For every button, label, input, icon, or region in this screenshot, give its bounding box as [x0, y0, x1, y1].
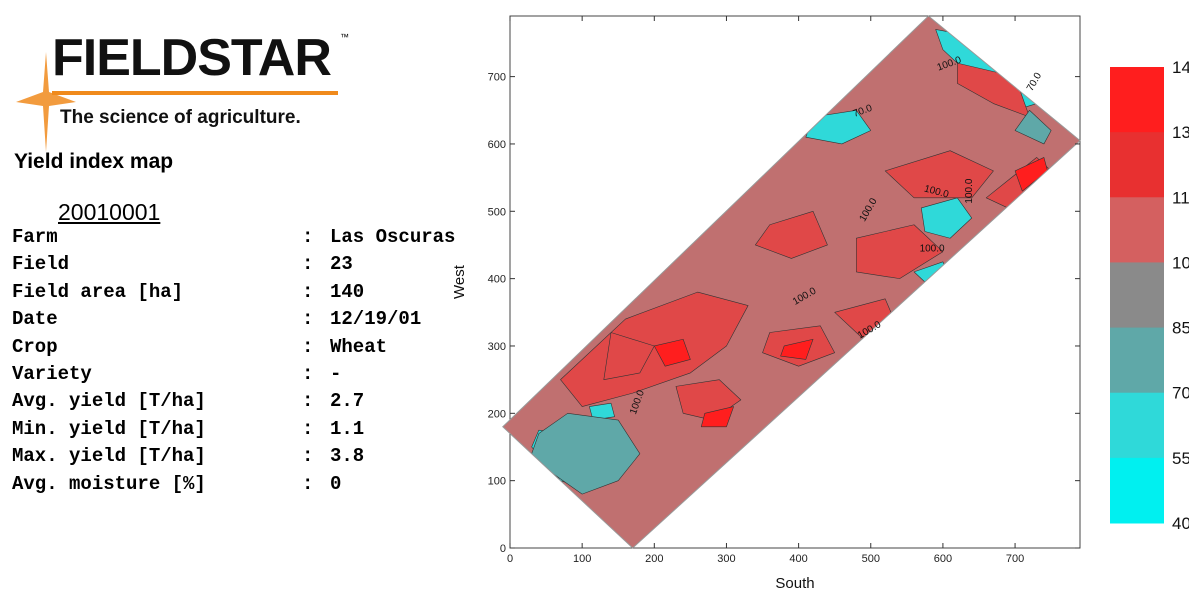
y-tick-label: 500: [488, 206, 506, 218]
field-boundary: [502, 15, 1081, 549]
info-row: Crop: Wheat: [12, 334, 455, 361]
info-row: Min. yield [T/ha]:1.1: [12, 416, 455, 443]
y-tick-label: 400: [488, 274, 506, 286]
yield-zone-peak: [700, 406, 734, 428]
info-label: Min. yield [T/ha]: [12, 417, 206, 440]
legend-swatch: [1110, 392, 1164, 459]
brand-name: FIELDSTAR: [52, 29, 332, 87]
x-tick-label: 200: [645, 553, 663, 565]
info-row: Variety: -: [12, 361, 455, 388]
y-tick-label: 700: [488, 72, 506, 84]
star-burst-icon: [16, 52, 76, 152]
yield-base-zone: [502, 16, 1080, 548]
legend-label: 145: [1172, 58, 1189, 77]
legend-swatch: [1110, 197, 1164, 263]
info-row: Date:12/19/01: [12, 306, 455, 333]
info-row: Avg. yield [T/ha]:2.7: [12, 388, 455, 415]
info-separator: :: [302, 390, 314, 413]
field-info-list: Farm: Las Oscuras Field:23 Field area [ha]:…: [12, 224, 455, 498]
info-separator: :: [302, 472, 314, 495]
info-value: -: [330, 362, 342, 385]
legend-label: 55: [1172, 449, 1189, 468]
yield-zone-low: [1014, 109, 1052, 145]
y-tick-label: 300: [488, 341, 506, 353]
info-label: Max. yield [T/ha]: [12, 445, 206, 468]
map-title: Yield index map: [14, 150, 174, 173]
x-tick-label: 100: [573, 553, 591, 565]
yield-zone-lowest: [589, 402, 615, 421]
info-value: Wheat: [330, 335, 388, 358]
info-separator: :: [302, 280, 314, 303]
legend-swatch: [1110, 262, 1164, 329]
yield-zone-high: [603, 332, 655, 380]
info-separator: :: [302, 226, 314, 248]
fieldstar-logo: FIELDSTAR ™ The science of agriculture.: [8, 14, 358, 152]
info-label: Crop: [12, 335, 58, 358]
trademark-mark: ™: [340, 32, 349, 42]
yield-zone-high: [856, 224, 944, 279]
info-separator: :: [302, 445, 314, 468]
info-value: 140: [330, 280, 365, 303]
info-row: Farm: Las Oscuras: [12, 224, 455, 251]
y-tick-label: 100: [488, 476, 506, 488]
brand-rule: [52, 91, 338, 95]
record-id: 20010001: [58, 199, 161, 225]
yield-zone-lowest: [920, 197, 973, 239]
brand-tagline: The science of agriculture.: [60, 107, 301, 128]
info-separator: :: [302, 362, 314, 385]
info-value: 1.1: [330, 417, 365, 440]
info-separator: :: [302, 308, 314, 331]
legend-label: 40: [1172, 514, 1189, 533]
legend-label: 115: [1172, 188, 1189, 207]
x-axis-title: South: [775, 575, 814, 592]
info-separator: :: [302, 417, 314, 440]
legend-label: 130: [1172, 123, 1189, 142]
info-label: Date: [12, 308, 58, 331]
x-tick-label: 600: [934, 553, 952, 565]
info-row: Field area [ha]:140: [12, 279, 455, 306]
yield-zone-peak: [654, 338, 691, 367]
legend-swatch: [1110, 132, 1164, 198]
y-tick-label: 600: [488, 139, 506, 151]
info-label: Field area [ha]: [12, 280, 184, 303]
contour-label: 100.0: [920, 244, 945, 255]
x-tick-label: 400: [789, 553, 807, 565]
info-label: Avg. moisture [%]: [12, 472, 206, 495]
legend-swatch: [1110, 67, 1164, 133]
info-label: Variety: [12, 362, 92, 385]
info-value: 23: [330, 253, 353, 276]
info-value: 3.8: [330, 445, 365, 468]
yield-zone-high: [884, 150, 994, 199]
contour-label: 100.0: [964, 178, 975, 203]
info-label: Field: [12, 253, 70, 276]
yield-index-chart: 100.070.070.0100.0100.0100.0100.0100.010…: [451, 15, 1189, 592]
legend-label: 85: [1172, 319, 1189, 338]
info-row: Max. yield [T/ha]:3.8: [12, 443, 455, 470]
info-value: 0: [330, 472, 342, 495]
x-tick-label: 500: [862, 553, 880, 565]
y-axis-title: West: [451, 264, 468, 299]
y-tick-label: 0: [500, 543, 506, 555]
y-tick-label: 200: [488, 408, 506, 420]
info-separator: :: [302, 253, 314, 276]
info-value: Las Oscuras: [330, 226, 456, 248]
info-row: Field:23: [12, 251, 455, 278]
legend-label: 100: [1172, 253, 1189, 272]
x-tick-label: 300: [717, 553, 735, 565]
info-separator: :: [302, 335, 314, 358]
x-tick-label: 700: [1006, 553, 1024, 565]
yield-zone-high: [755, 210, 828, 259]
legend-label: 70: [1172, 384, 1189, 403]
info-label: Avg. yield [T/ha]: [12, 390, 206, 413]
info-value: 2.7: [330, 390, 365, 413]
info-label: Farm: [12, 226, 58, 248]
info-value: 12/19/01: [330, 308, 422, 331]
info-row: Avg. moisture [%]:0: [12, 471, 455, 498]
legend-swatch: [1110, 327, 1164, 394]
yield-zone-peak: [780, 338, 814, 360]
legend-swatch: [1110, 457, 1164, 524]
x-tick-label: 0: [507, 553, 513, 565]
